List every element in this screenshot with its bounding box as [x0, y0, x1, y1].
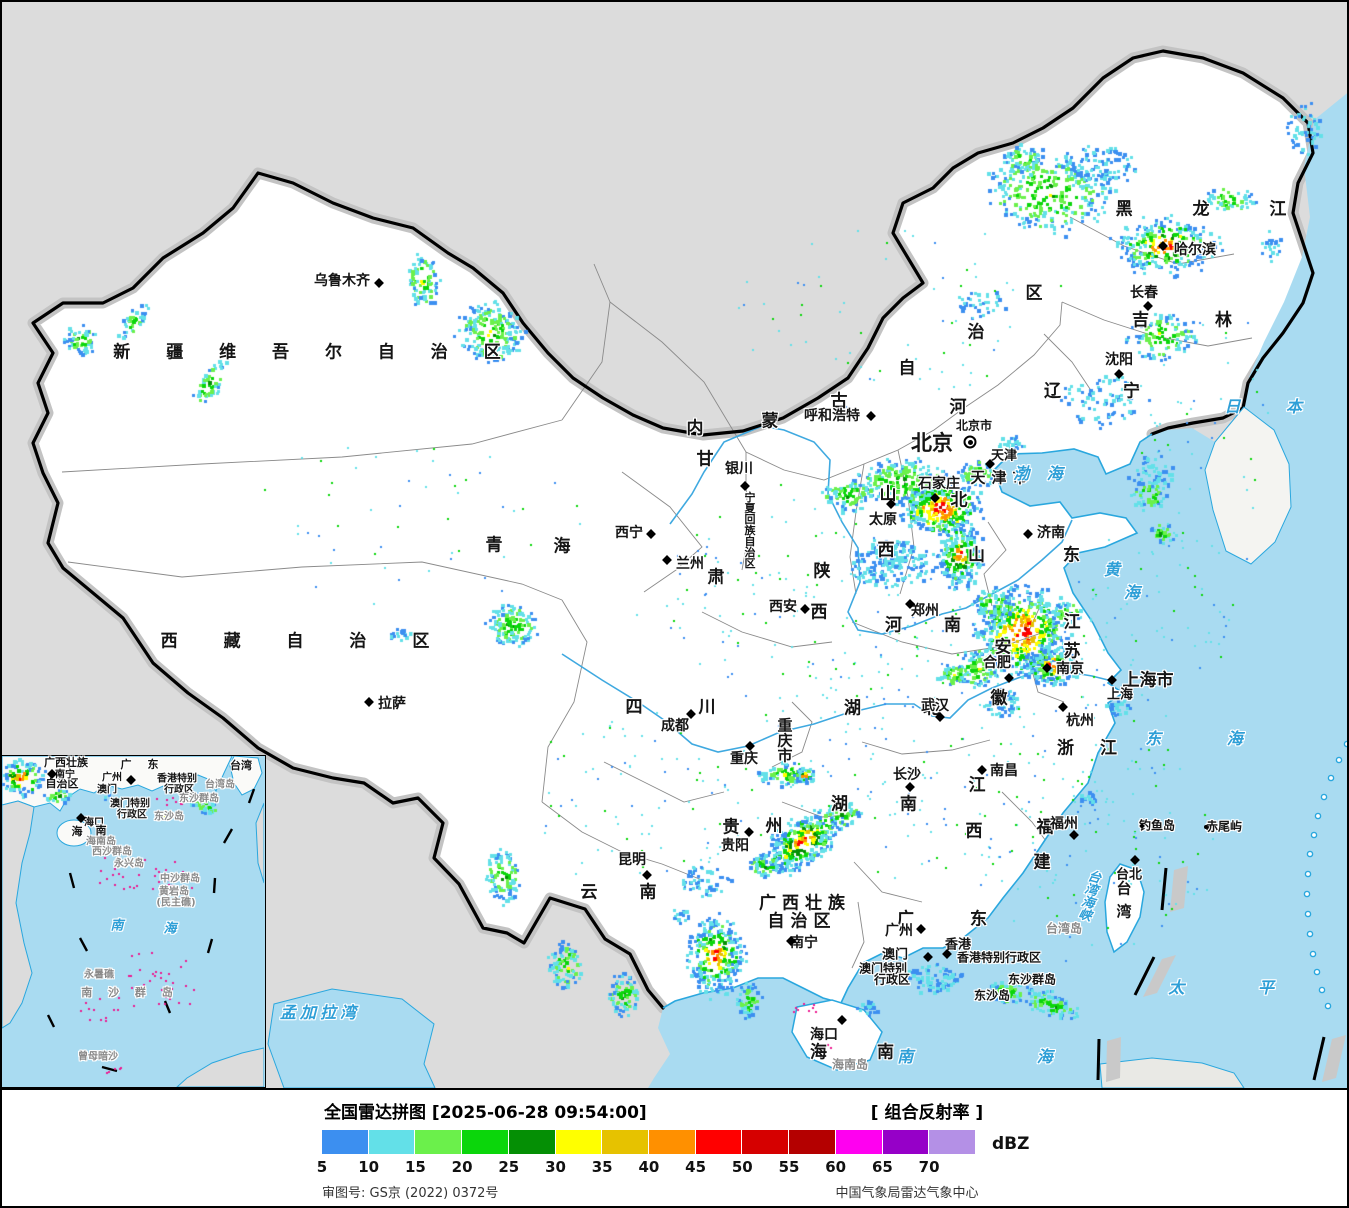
- colorbar-cell-50: [742, 1130, 789, 1154]
- legend-band: 全国雷达拼图 [2025-06-28 09:54:00] [ 组合反射率 ] 5…: [2, 1088, 1347, 1206]
- tick-label: 35: [591, 1158, 613, 1176]
- colorbar-cell-70: [929, 1130, 976, 1154]
- colorbar-cell-15: [415, 1130, 462, 1154]
- inset-base-map: [2, 755, 265, 1088]
- china-radar-map: 黑 龙 江吉 林辽 宁内蒙古自治区河北山西山 东河 南陕西甘肃宁夏回族自治区青海…: [2, 2, 1347, 1088]
- tick-label: 5: [316, 1158, 328, 1176]
- dbz-unit-label: dBZ: [992, 1134, 1030, 1154]
- colorbar-cell-65: [882, 1130, 929, 1154]
- tick-label: 10: [358, 1158, 380, 1176]
- colorbar-cell-20: [462, 1130, 508, 1154]
- tick-label: 70: [918, 1158, 940, 1176]
- tick-label: 45: [685, 1158, 707, 1176]
- tick-label: 65: [871, 1158, 893, 1176]
- tick-label: 50: [731, 1158, 753, 1176]
- colorbar-cell-55: [789, 1130, 835, 1154]
- tick-label: 15: [404, 1158, 426, 1176]
- product-label: [ 组合反射率 ]: [870, 1103, 984, 1123]
- colorbar-cell-45: [695, 1130, 742, 1154]
- dbz-colorbar: [322, 1130, 976, 1154]
- tick-label: 20: [451, 1158, 473, 1176]
- colorbar-cell-10: [368, 1130, 415, 1154]
- colorbar-ticks: 5 10 15 20 25 30 35 40 45 50 55 60 65 70: [317, 1158, 1022, 1176]
- agency-credit: 中国气象局雷达气象中心: [835, 1186, 979, 1201]
- colorbar-cell-5: [322, 1130, 368, 1154]
- colorbar-cell-25: [508, 1130, 555, 1154]
- south-china-sea-inset-map: [2, 755, 266, 1088]
- colorbar-cell-30: [555, 1130, 602, 1154]
- tick-label: 60: [825, 1158, 847, 1176]
- tick-label: 40: [638, 1158, 660, 1176]
- map-title: 全国雷达拼图 [2025-06-28 09:54:00]: [324, 1103, 647, 1123]
- tick-label: 25: [498, 1158, 520, 1176]
- tick-label: 30: [545, 1158, 566, 1176]
- map-license-number: 审图号: GS京 (2022) 0372号: [322, 1186, 499, 1201]
- colorbar-cell-40: [649, 1130, 695, 1154]
- colorbar-cell-35: [602, 1130, 649, 1154]
- tick-label: 55: [778, 1158, 800, 1176]
- colorbar-cell-60: [835, 1130, 882, 1154]
